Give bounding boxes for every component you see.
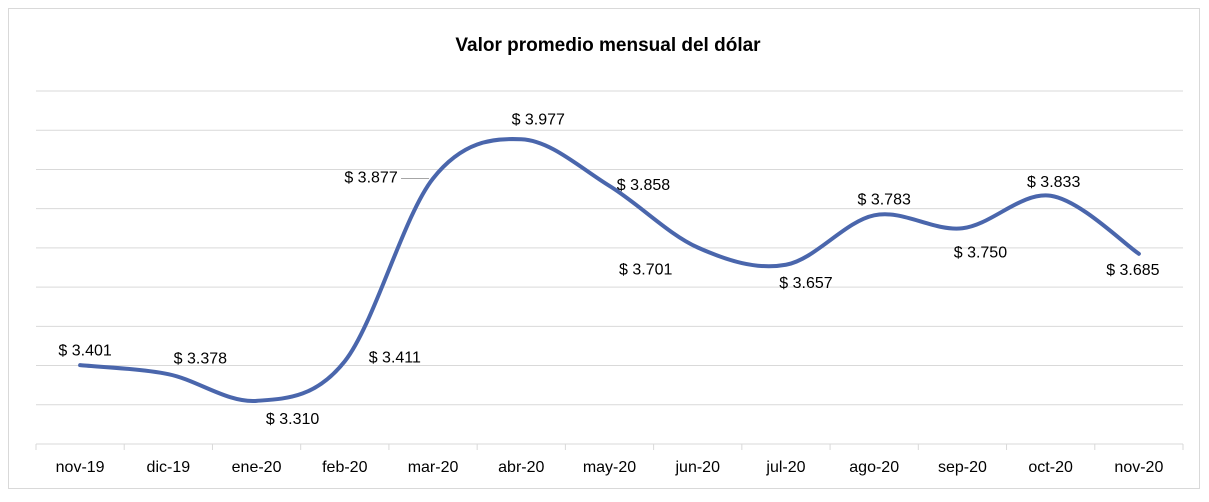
data-label: $ 3.378 — [174, 350, 227, 367]
data-label: $ 3.977 — [512, 111, 565, 128]
chart-border — [8, 8, 1200, 489]
x-tick-label: ene-20 — [232, 459, 282, 476]
chart-title: Valor promedio mensual del dólar — [455, 35, 761, 56]
data-label: $ 3.858 — [617, 177, 670, 194]
x-tick-label: nov-19 — [56, 459, 105, 476]
x-tick-label: feb-20 — [322, 459, 367, 476]
x-tick-label: abr-20 — [498, 459, 544, 476]
data-label: $ 3.877 — [344, 170, 397, 187]
x-tick-label: may-20 — [583, 459, 636, 476]
data-label: $ 3.833 — [1027, 174, 1080, 191]
x-tick-label: mar-20 — [408, 459, 459, 476]
data-label: $ 3.401 — [58, 342, 111, 359]
data-label: $ 3.411 — [369, 349, 421, 366]
data-label: $ 3.310 — [266, 411, 319, 428]
x-tick-label: jun-20 — [674, 459, 720, 476]
data-label: $ 3.701 — [619, 262, 672, 279]
data-label: $ 3.685 — [1106, 262, 1159, 279]
line-series — [78, 137, 1141, 403]
x-tick-label: sep-20 — [938, 459, 987, 476]
x-tick-label: jul-20 — [765, 459, 805, 476]
x-tick-label: nov-20 — [1114, 459, 1163, 476]
x-tick-label: ago-20 — [849, 459, 899, 476]
data-label: $ 3.783 — [857, 192, 910, 209]
data-label: $ 3.657 — [779, 275, 832, 292]
x-tick-label: oct-20 — [1028, 459, 1073, 476]
data-label: $ 3.750 — [954, 244, 1007, 261]
x-tick-label: dic-19 — [147, 459, 191, 476]
